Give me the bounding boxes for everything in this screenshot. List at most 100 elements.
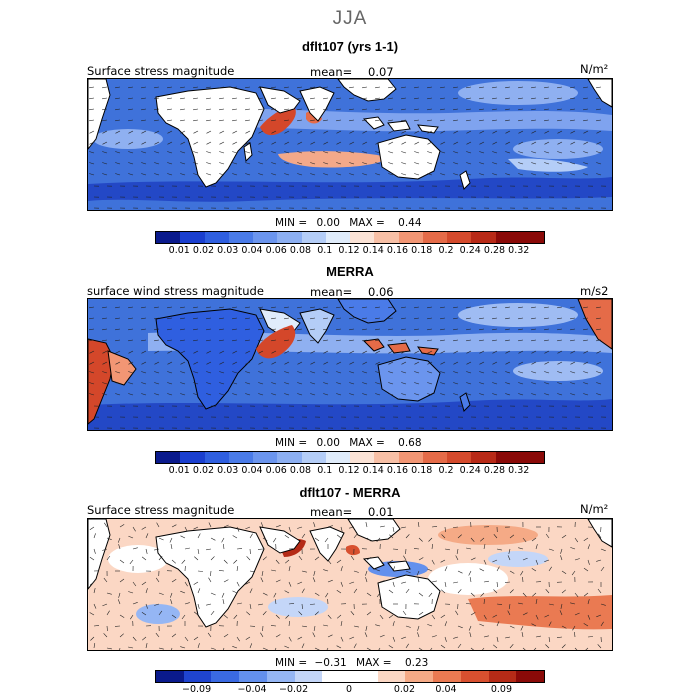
vector-arrow [508,548,511,554]
colorbar-swatch [156,671,184,682]
vector-arrow [518,382,524,385]
vector-arrow [102,173,108,176]
vector-arrow [219,361,225,365]
vector-arrow [505,339,511,342]
vector-arrow [388,151,394,154]
vector-arrow [167,130,173,134]
vector-arrow [376,537,381,542]
panel-3-units: N/m² [580,502,609,516]
vector-arrow [349,86,355,89]
australia [377,574,441,620]
vector-arrow [223,524,229,528]
vector-arrow [417,577,420,583]
vector-arrow [570,382,576,385]
vector-arrow [518,119,524,122]
vector-arrow [260,632,264,638]
vector-arrow [145,588,148,594]
colorbar-swatch [350,452,375,463]
vector-arrow [388,97,394,100]
vector-arrow [141,581,147,586]
vector-arrow [323,328,329,331]
vector-arrow [284,86,290,89]
colorbar-tick-label: 0.32 [508,245,530,256]
vector-arrow [141,162,147,165]
vector-arrow [466,361,472,365]
vector-arrow [349,119,355,122]
vector-arrow [310,339,316,342]
vector-arrow [232,328,238,331]
vector-arrow [258,86,264,89]
vector-arrow [466,306,472,309]
colorbar-tick-label: 0.12 [338,245,360,256]
vector-arrow [206,119,212,122]
vector-arrow [141,141,147,145]
vector-arrow [336,590,342,594]
vector-arrow [271,151,277,154]
vector-arrow [431,614,436,620]
vector-arrow [570,162,576,165]
panel-2-title: MERRA [326,264,374,279]
vector-arrow [557,371,563,374]
vector-arrow [518,173,524,176]
vector-arrow [505,108,511,111]
maritime-continent [362,116,439,134]
vector-arrow [466,173,472,176]
vector-arrows [89,86,607,209]
vector-arrow [557,97,563,100]
vector-arrow [258,108,264,111]
vector-arrow [210,570,212,577]
vector-arrow [366,647,372,650]
vector-arrow [505,162,511,165]
vector-arrow [245,526,251,530]
vector-arrow [115,382,121,385]
vector-arrow [428,592,433,597]
vector-arrow [457,589,462,594]
vector-arrow [206,548,212,551]
vector-arrow [102,350,108,354]
panel-1-colorbar [155,231,545,244]
vector-arrow [596,350,602,354]
vector-arrow [388,589,394,594]
colorbar-swatch [228,232,253,243]
vector-arrow [232,141,238,145]
vector-arrow [600,566,605,572]
vector-arrow [197,643,200,649]
vector-arrow [392,621,395,627]
colorbar-tick-label: −0.09 [182,684,212,695]
vector-arrow [349,361,355,365]
australia-land-stress [377,356,441,402]
vector-arrow [388,108,394,111]
vector-arrow [531,151,537,154]
vector-arrow [457,534,462,539]
colorbar-tick-label: 0.18 [411,245,433,256]
vector-arrow [102,317,108,320]
vector-arrow [362,371,368,374]
vector-arrow [271,371,277,374]
vector-arrow [233,614,238,619]
vector-arrow [245,636,251,640]
vector-arrow [193,581,199,585]
vector-arrow [232,130,238,134]
vector-arrow [350,611,355,616]
vector-arrow [141,328,147,331]
vector-arrow [210,537,216,541]
vector-arrow [492,328,498,331]
vector-arrow [336,141,342,145]
vector-arrow [405,548,407,555]
vector-arrow [158,556,163,561]
vector-arrow [574,592,579,598]
colorbar-swatch [488,671,517,682]
vector-arrow [284,371,290,374]
colorbar-swatch [156,232,181,243]
vector-arrow [128,86,134,89]
vector-arrow [106,610,110,616]
colorbar-swatch [350,232,375,243]
vector-arrow [275,614,280,619]
vector-arrow [518,602,524,605]
colorbar-tick-label: 0.02 [192,245,215,256]
vector-arrow [533,647,537,650]
vector-arrow [115,141,121,145]
vector-arrow [115,328,121,331]
vector-arrow [154,339,160,342]
vector-arrow [596,306,602,309]
